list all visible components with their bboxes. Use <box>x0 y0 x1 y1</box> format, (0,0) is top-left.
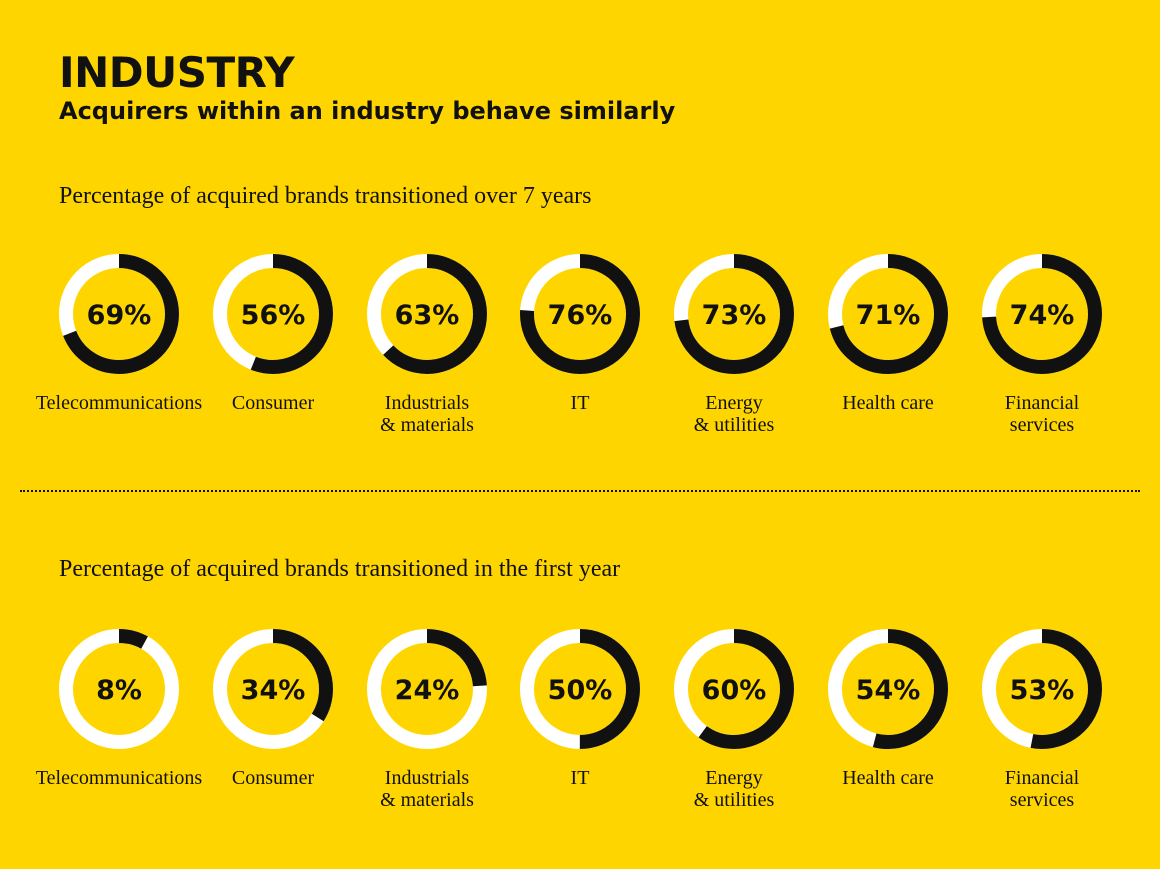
category-label: IT <box>570 392 590 414</box>
category-label: Consumer <box>231 767 315 789</box>
donut-value-label: 69% <box>87 300 152 331</box>
donut-1: 69% <box>59 254 179 374</box>
category-label: Health care <box>842 392 934 414</box>
donut-row-first-year: 8% 34% 24% 50% 60% 54% 53% Telecommunications C… <box>0 628 1160 828</box>
donut-2: 34% <box>213 629 333 749</box>
category-label: Energy & utilities <box>693 392 775 436</box>
donut-value-label: 73% <box>702 300 767 331</box>
donut-value-arc <box>213 629 333 749</box>
category-label: Consumer <box>231 392 315 414</box>
donut-value-label: 8% <box>96 675 142 706</box>
category-label: Industrials & materials <box>380 767 474 811</box>
donut-value-arc <box>674 629 794 749</box>
donut-value-arc <box>367 254 487 374</box>
donut-value-arc <box>674 254 794 374</box>
donut-value-label: 76% <box>548 300 613 331</box>
donut-6: 71% <box>828 254 948 374</box>
donut-3: 63% <box>367 254 487 374</box>
donut-row-7-years: 69% 56% 63% 76% 73% 71% 74% Telecommunications… <box>0 253 1160 453</box>
donut-value-arc <box>982 629 1102 749</box>
donut-2: 56% <box>213 254 333 374</box>
page-subtitle: Acquirers within an industry behave simi… <box>59 97 676 125</box>
category-label: Energy & utilities <box>693 767 775 811</box>
donut-value-label: 34% <box>241 675 306 706</box>
donut-value-label: 24% <box>395 675 460 706</box>
donut-6: 54% <box>828 629 948 749</box>
donut-value-arc <box>828 254 948 374</box>
donut-4: 50% <box>520 629 640 749</box>
donut-7: 53% <box>982 629 1102 749</box>
donut-value-label: 74% <box>1010 300 1075 331</box>
donut-value-label: 53% <box>1010 675 1075 706</box>
donut-value-arc <box>982 254 1102 374</box>
page-title: INDUSTRY <box>59 48 295 97</box>
donut-value-arc <box>520 629 640 749</box>
donut-value-label: 63% <box>395 300 460 331</box>
donut-1: 8% <box>59 629 179 749</box>
donut-3: 24% <box>367 629 487 749</box>
donut-value-label: 71% <box>856 300 921 331</box>
donut-value-arc <box>828 629 948 749</box>
donut-value-label: 50% <box>548 675 613 706</box>
donut-value-label: 54% <box>856 675 921 706</box>
category-label: Health care <box>842 767 934 789</box>
category-label: IT <box>570 767 590 789</box>
donut-value-arc <box>59 254 179 374</box>
section-title-7-years: Percentage of acquired brands transition… <box>59 183 592 209</box>
donut-4: 76% <box>520 254 640 374</box>
donut-5: 73% <box>674 254 794 374</box>
category-label: Telecommunications <box>35 392 203 414</box>
category-label: Industrials & materials <box>380 392 474 436</box>
donut-value-arc <box>520 254 640 374</box>
donut-value-label: 60% <box>702 675 767 706</box>
donut-value-arc <box>59 629 179 749</box>
donut-value-arc <box>213 254 333 374</box>
category-label: Financial services <box>1004 392 1080 436</box>
donut-value-arc <box>367 629 487 749</box>
donut-5: 60% <box>674 629 794 749</box>
donut-value-label: 56% <box>241 300 306 331</box>
category-label: Financial services <box>1004 767 1080 811</box>
category-label: Telecommunications <box>35 767 203 789</box>
donut-7: 74% <box>982 254 1102 374</box>
section-divider <box>20 490 1140 492</box>
section-title-first-year: Percentage of acquired brands transition… <box>59 556 621 582</box>
donut-chart-first-year: 8% 34% 24% 50% 60% 54% 53% <box>59 629 1102 749</box>
donut-chart-7-years: 69% 56% 63% 76% 73% 71% 74% <box>59 254 1102 374</box>
